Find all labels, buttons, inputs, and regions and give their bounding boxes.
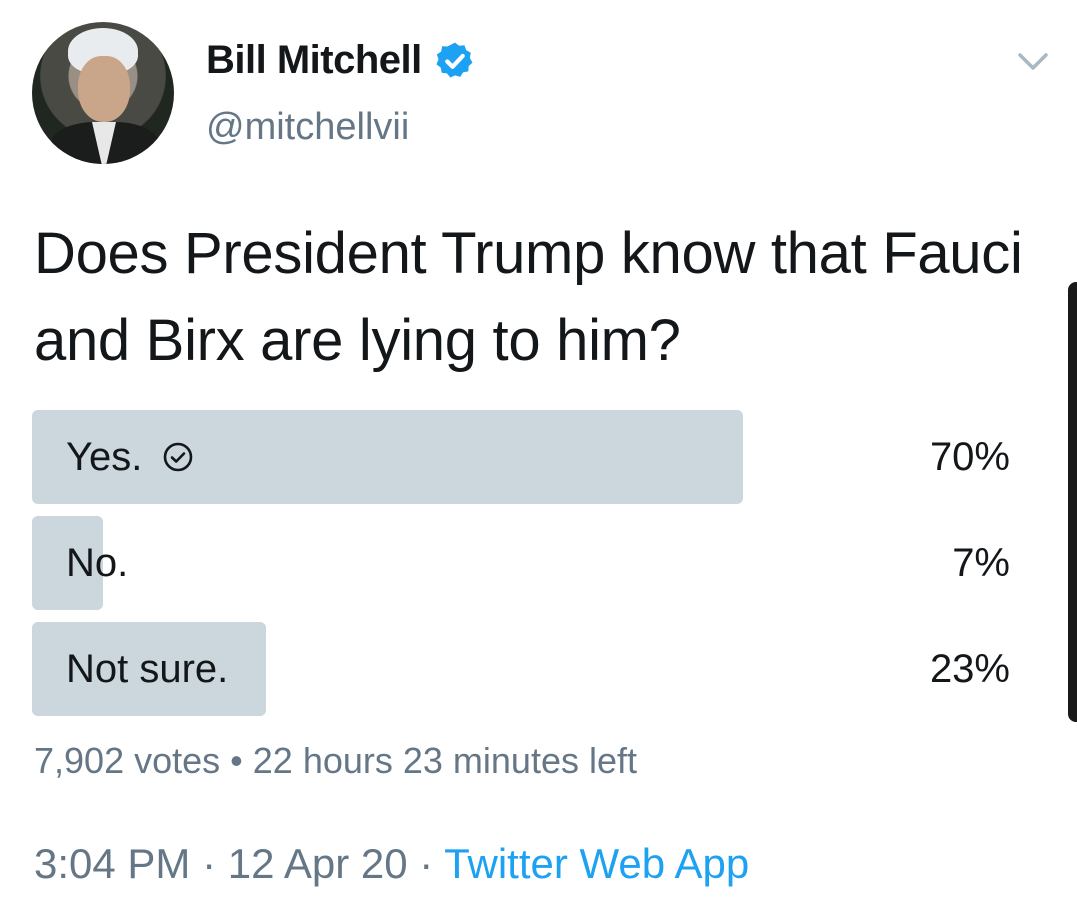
verified-badge-icon	[436, 42, 473, 77]
tweet-source-link[interactable]: Twitter Web App	[444, 840, 750, 887]
poll-meta-separator: •	[230, 740, 243, 781]
chevron-down-icon[interactable]	[1016, 50, 1050, 74]
poll-option-label-row: Yes.	[66, 410, 194, 504]
poll-option-no[interactable]: No. 7%	[32, 516, 1012, 610]
poll-meta: 7,902 votes • 22 hours 23 minutes left	[34, 740, 637, 782]
tweet-footer: 3:04 PM · 12 Apr 20 · Twitter Web App	[34, 840, 749, 888]
scrollbar[interactable]	[1068, 282, 1077, 722]
poll-option-percent: 70%	[929, 435, 1010, 479]
avatar-face	[78, 56, 130, 122]
poll-bar	[32, 516, 103, 610]
poll-option-percent: 7%	[952, 541, 1010, 585]
author-name[interactable]: Bill Mitchell	[206, 38, 422, 82]
poll-option-label-row: Not sure.	[66, 622, 228, 716]
footer-separator: ·	[419, 840, 434, 887]
poll-option-yes[interactable]: Yes. 70%	[32, 410, 1012, 504]
check-circle-icon	[164, 442, 193, 472]
author-name-row[interactable]: Bill Mitchell	[206, 38, 476, 83]
tweet-date[interactable]: 12 Apr 20	[227, 840, 408, 887]
poll-time-left: 22 hours 23 minutes left	[252, 740, 638, 781]
poll-option-label: Not sure.	[66, 647, 229, 691]
poll-option-not-sure[interactable]: Not sure. 23%	[32, 622, 1012, 716]
tweet-time[interactable]: 3:04 PM	[34, 840, 191, 887]
poll-option-label-row: No.	[66, 516, 128, 610]
poll-votes: 7,902 votes	[34, 740, 221, 781]
poll-option-label: No.	[66, 541, 129, 585]
tweet-text: Does President Trump know that Fauci and…	[34, 221, 1023, 373]
author-handle[interactable]: @mitchellvii	[206, 106, 410, 148]
footer-separator: ·	[202, 840, 217, 887]
poll-option-percent: 23%	[929, 647, 1010, 691]
poll-option-label: Yes.	[66, 435, 143, 479]
poll-bar	[32, 410, 743, 504]
avatar[interactable]	[32, 22, 174, 164]
poll-bar	[32, 622, 266, 716]
